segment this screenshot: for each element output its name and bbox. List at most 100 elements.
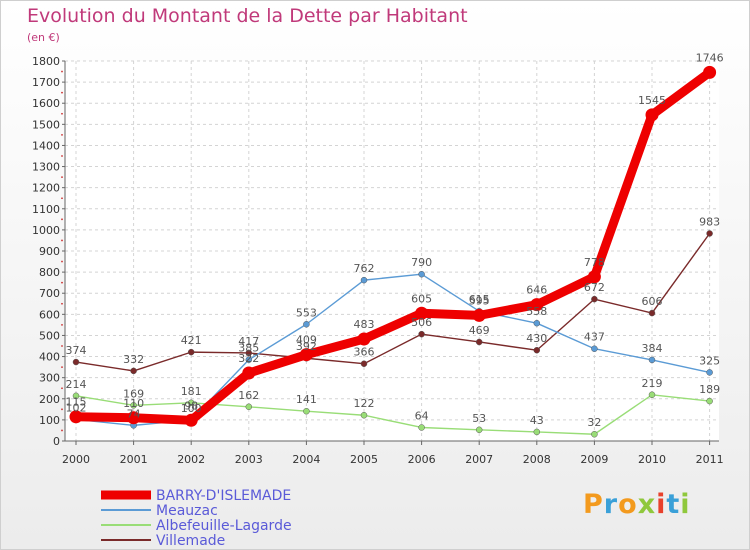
data-point xyxy=(242,366,256,380)
data-point xyxy=(475,426,483,434)
y-tick-label: 300 xyxy=(39,372,60,385)
data-point xyxy=(69,410,83,424)
data-point xyxy=(533,346,541,354)
y-minor-tick xyxy=(61,387,63,390)
data-point xyxy=(245,356,253,363)
data-label: 162 xyxy=(238,389,259,402)
data-label: 1545 xyxy=(638,94,666,107)
data-label: 983 xyxy=(699,215,720,228)
data-point xyxy=(591,295,598,303)
y-tick-label: 900 xyxy=(39,245,60,258)
x-tick-label: 2008 xyxy=(523,453,551,466)
data-point xyxy=(299,348,313,362)
y-minor-tick xyxy=(61,91,63,94)
y-minor-tick xyxy=(61,366,63,369)
data-point xyxy=(360,411,368,419)
data-point xyxy=(533,428,541,436)
y-minor-tick xyxy=(61,70,63,73)
y-minor-tick xyxy=(61,408,63,411)
x-tick-label: 2010 xyxy=(638,453,666,466)
y-tick-label: 1500 xyxy=(32,118,60,131)
data-point xyxy=(533,319,541,327)
y-tick-label: 0 xyxy=(53,435,60,448)
data-label: 332 xyxy=(123,353,144,366)
data-label: 32 xyxy=(587,416,601,429)
series-layer xyxy=(69,65,717,438)
chart-title: Evolution du Montant de la Dette par Hab… xyxy=(27,5,468,27)
series-line-0 xyxy=(71,67,715,425)
data-label: 43 xyxy=(530,414,544,427)
data-point xyxy=(587,270,601,284)
grid xyxy=(65,60,719,442)
data-point xyxy=(360,360,368,367)
data-point xyxy=(415,306,429,320)
x-tick-label: 2001 xyxy=(120,453,148,466)
data-point xyxy=(706,397,713,405)
data-label: 595 xyxy=(469,294,490,307)
legend-label: Albefeuille-Lagarde xyxy=(156,518,292,534)
x-tick-label: 2007 xyxy=(465,453,493,466)
data-point xyxy=(245,349,253,357)
legend: BARRY-D'ISLEMADEMeauzacAlbefeuille-Lagar… xyxy=(101,488,292,549)
data-point xyxy=(706,230,713,237)
y-minor-tick xyxy=(61,239,63,242)
data-point xyxy=(72,358,80,366)
data-label: 469 xyxy=(469,324,490,337)
data-point xyxy=(591,345,598,352)
data-label: 322 xyxy=(238,352,259,365)
logo-letter: P xyxy=(583,489,604,520)
data-label: 553 xyxy=(296,306,317,319)
proxiti-logo: Proxiti xyxy=(583,489,691,520)
data-point xyxy=(303,321,310,328)
data-label: 409 xyxy=(296,334,317,347)
unit-label: (en €) xyxy=(27,31,60,44)
y-tick-label: 1600 xyxy=(32,97,60,110)
y-tick-label: 1800 xyxy=(32,55,60,68)
x-tick-label: 2011 xyxy=(696,453,724,466)
x-tick-label: 2002 xyxy=(177,453,205,466)
data-label: 430 xyxy=(526,332,547,345)
logo-letter: i xyxy=(680,489,691,520)
y-tick-label: 1000 xyxy=(32,224,60,237)
data-label: 141 xyxy=(296,393,317,406)
logo-letter: o xyxy=(618,489,638,520)
data-point xyxy=(127,411,141,425)
legend-label: Meauzac xyxy=(156,503,218,519)
data-label: 366 xyxy=(354,346,375,359)
data-label: 102 xyxy=(66,401,87,414)
data-point xyxy=(648,391,656,399)
y-minor-tick xyxy=(61,133,63,136)
y-minor-tick xyxy=(61,112,63,115)
data-point xyxy=(648,309,656,317)
series-line-2 xyxy=(75,394,711,435)
data-label: 417 xyxy=(238,335,259,348)
y-tick-label: 1400 xyxy=(32,139,60,152)
data-point xyxy=(357,332,371,346)
y-tick-label: 1300 xyxy=(32,161,60,174)
data-label: 646 xyxy=(526,284,547,297)
y-tick-label: 1700 xyxy=(32,76,60,89)
data-point xyxy=(645,108,659,122)
data-label: 384 xyxy=(642,342,663,355)
y-tick-label: 500 xyxy=(39,329,60,342)
y-minor-tick xyxy=(61,302,63,305)
data-point xyxy=(418,270,425,278)
data-point xyxy=(72,392,80,400)
data-label: 98 xyxy=(184,399,198,412)
data-label: 53 xyxy=(472,412,486,425)
data-point xyxy=(472,308,486,322)
y-tick-label: 600 xyxy=(39,308,60,321)
data-label: 506 xyxy=(411,316,432,329)
y-minor-tick xyxy=(61,155,63,157)
y-tick-label: 800 xyxy=(39,266,60,279)
data-label: 790 xyxy=(411,256,432,269)
axes: 0 100 200 300 400 500 600 700 800 900 1000 1100 1200… xyxy=(32,55,724,466)
data-label: 437 xyxy=(584,331,605,344)
data-label: 615 xyxy=(469,293,490,306)
data-label: 74 xyxy=(127,407,141,420)
data-label: 385 xyxy=(238,342,259,355)
data-label: 189 xyxy=(699,383,720,396)
data-point xyxy=(187,348,195,356)
data-point xyxy=(706,369,713,376)
